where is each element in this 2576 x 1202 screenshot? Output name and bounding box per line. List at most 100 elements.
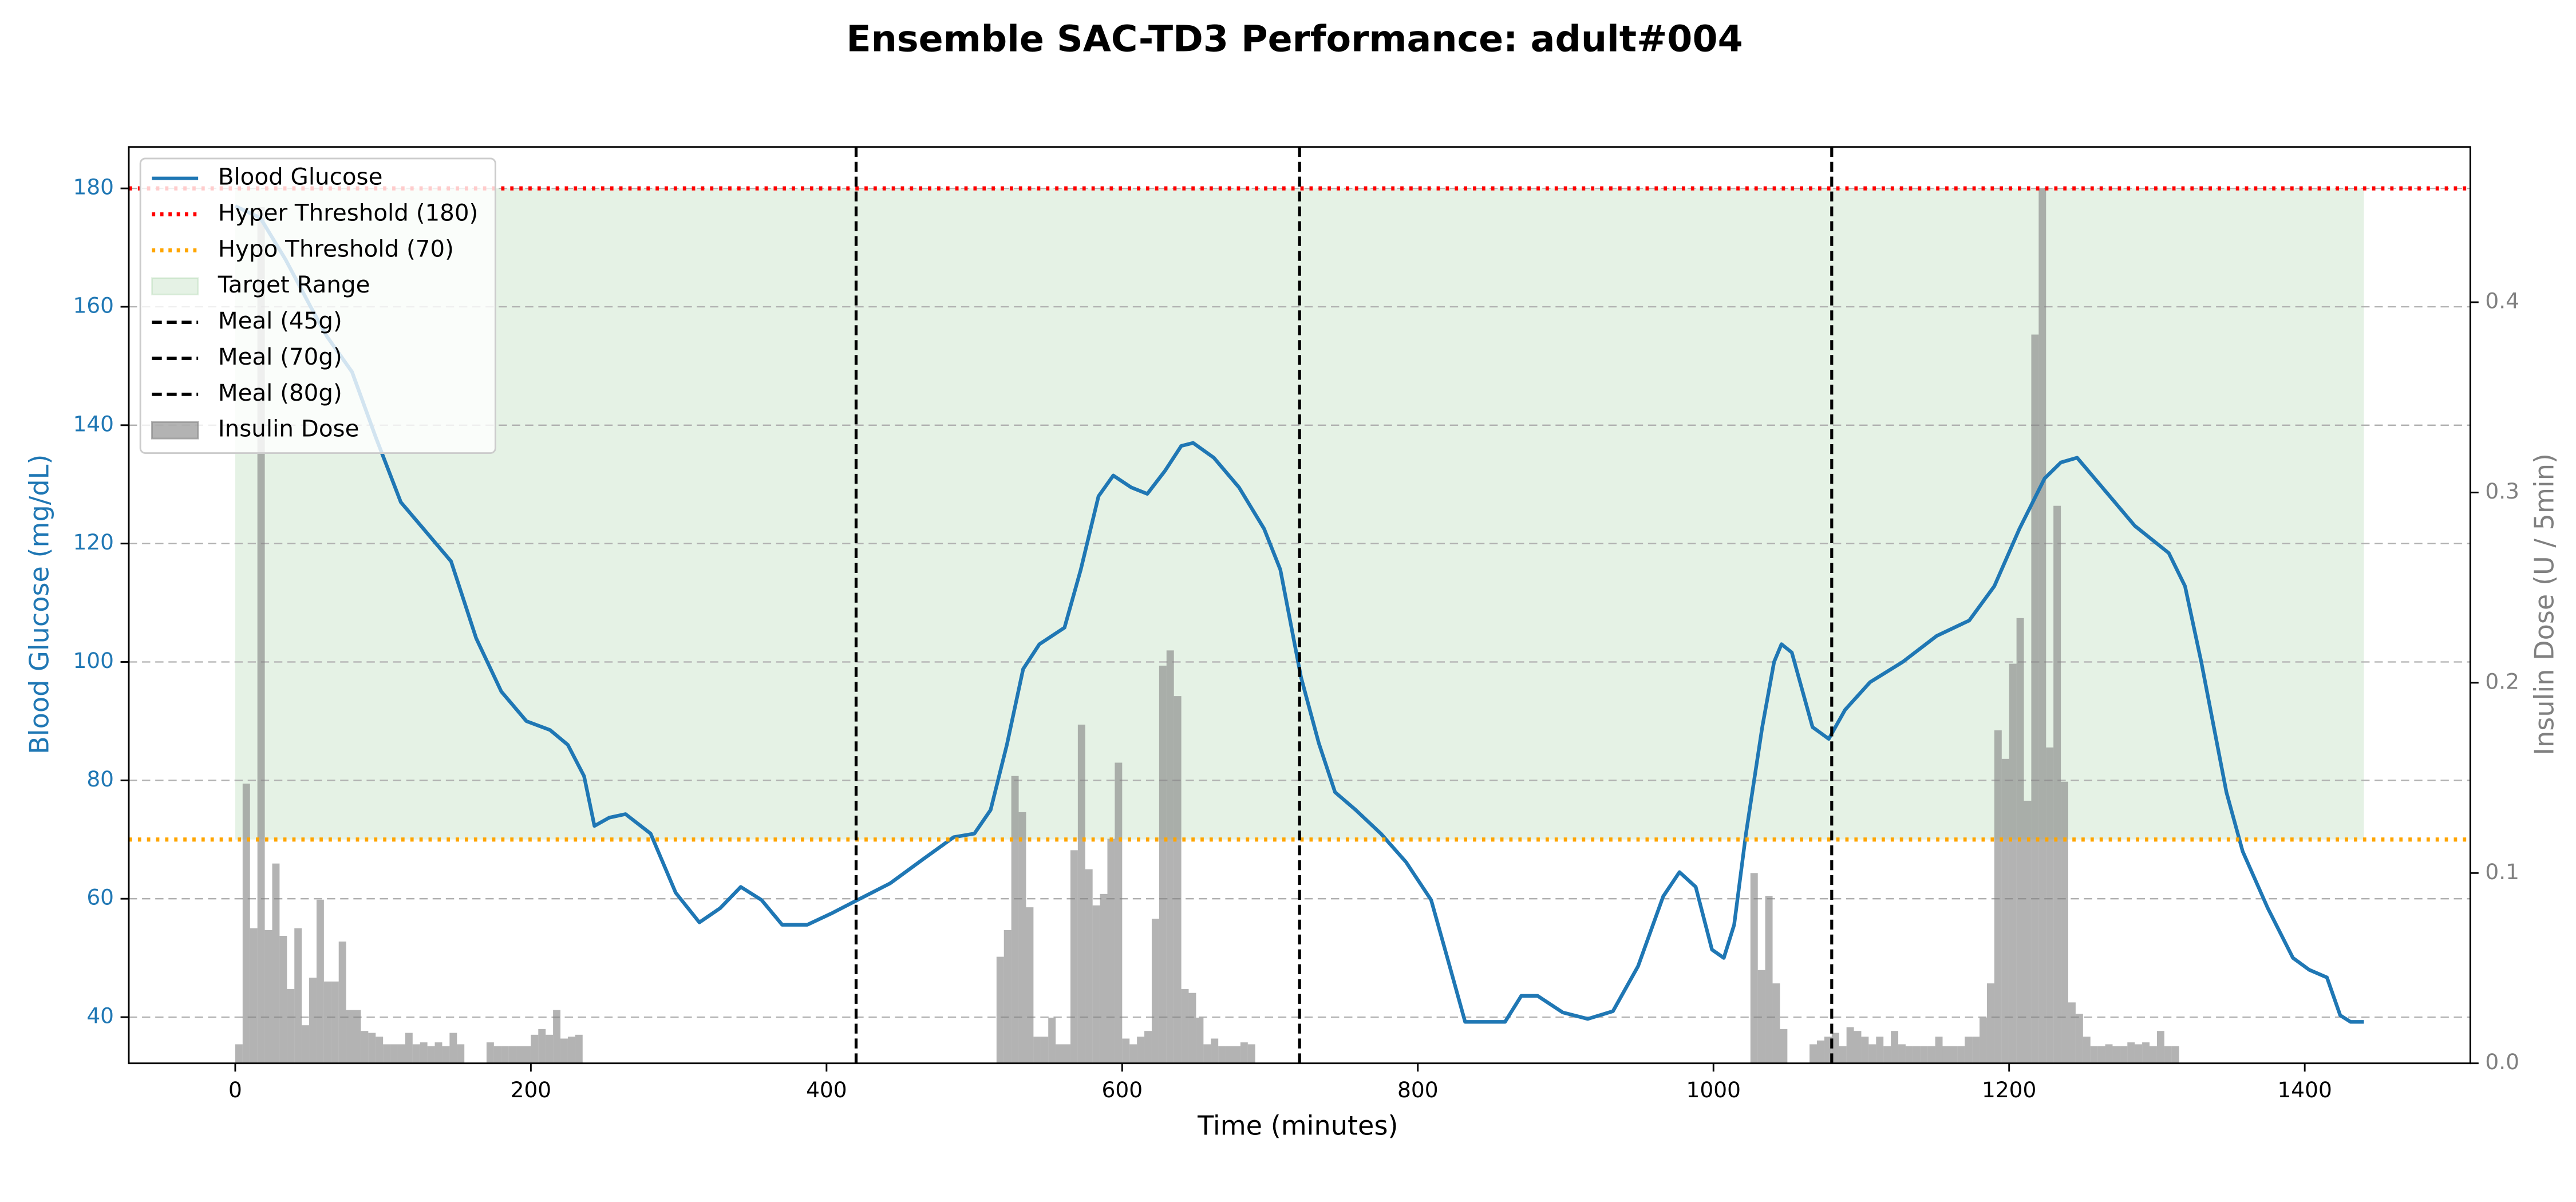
x-tick-label: 600 bbox=[1102, 1077, 1143, 1102]
insulin-bar bbox=[1033, 1037, 1041, 1063]
y2-tick-label: 0.0 bbox=[2485, 1049, 2519, 1074]
insulin-bar bbox=[2053, 505, 2061, 1063]
chart-title: Ensemble SAC-TD3 Performance: adult#004 bbox=[846, 18, 1743, 60]
x-tick-label: 1200 bbox=[1982, 1077, 2036, 1102]
insulin-bar bbox=[309, 978, 317, 1063]
insulin-bar bbox=[1817, 1040, 1824, 1063]
insulin-bar bbox=[1942, 1046, 1950, 1063]
insulin-bar bbox=[235, 1044, 243, 1063]
legend: Blood Glucose Hyper Threshold (180) Hypo T… bbox=[139, 157, 496, 454]
insulin-bar bbox=[1846, 1027, 1854, 1063]
insulin-bar bbox=[546, 1034, 554, 1063]
insulin-bar bbox=[501, 1046, 509, 1063]
y2-tick-label: 0.3 bbox=[2485, 479, 2519, 504]
insulin-bar bbox=[1166, 650, 1174, 1063]
insulin-bar bbox=[567, 1037, 575, 1063]
insulin-bar bbox=[1854, 1031, 1862, 1063]
insulin-bar bbox=[353, 1010, 361, 1063]
insulin-bar bbox=[434, 1042, 442, 1063]
insulin-bar bbox=[1824, 1037, 1832, 1063]
glucose-line bbox=[234, 204, 2364, 1024]
legend-label: Blood Glucose bbox=[218, 164, 383, 191]
y2-tick-label: 0.2 bbox=[2485, 669, 2519, 694]
insulin-bar bbox=[383, 1044, 391, 1063]
insulin-bar bbox=[1232, 1046, 1240, 1063]
legend-label: Meal (80g) bbox=[218, 379, 342, 406]
insulin-bar bbox=[1151, 919, 1159, 1063]
insulin-bar bbox=[538, 1029, 546, 1063]
insulin-bar bbox=[272, 863, 280, 1063]
insulin-bar bbox=[1913, 1046, 1921, 1063]
insulin-bar bbox=[1018, 812, 1026, 1063]
insulin-bar bbox=[508, 1046, 516, 1063]
insulin-bar bbox=[1247, 1044, 1255, 1063]
insulin-bar bbox=[2105, 1044, 2113, 1063]
insulin-bar bbox=[1129, 1044, 1137, 1063]
insulin-bar bbox=[338, 941, 346, 1063]
y-tick-label: 100 bbox=[73, 648, 114, 673]
insulin-bar bbox=[1891, 1031, 1899, 1063]
insulin-bar bbox=[2120, 1046, 2128, 1063]
x-tick-label: 200 bbox=[511, 1077, 552, 1102]
insulin-bar bbox=[2097, 1046, 2105, 1063]
insulin-bar bbox=[1772, 983, 1780, 1063]
insulin-bar bbox=[1011, 776, 1019, 1063]
insulin-bar bbox=[1003, 930, 1012, 1063]
insulin-bar bbox=[390, 1044, 398, 1063]
legend-swatch bbox=[151, 421, 199, 440]
insulin-bar bbox=[427, 1046, 435, 1063]
legend-label: Target Range bbox=[218, 271, 370, 298]
insulin-bar bbox=[1876, 1037, 1884, 1063]
insulin-bar bbox=[2090, 1046, 2098, 1063]
insulin-bar bbox=[523, 1046, 531, 1063]
insulin-bar bbox=[2075, 1014, 2083, 1063]
insulin-bar bbox=[2112, 1046, 2120, 1063]
insulin-bar bbox=[1181, 989, 1189, 1063]
insulin-bar bbox=[1950, 1046, 1958, 1063]
insulin-bar bbox=[1809, 1044, 1818, 1063]
insulin-bar bbox=[486, 1042, 494, 1063]
insulin-bar bbox=[2171, 1046, 2179, 1063]
insulin-bar bbox=[1077, 724, 1085, 1063]
insulin-bar bbox=[420, 1042, 428, 1063]
insulin-bar bbox=[2068, 1002, 2076, 1063]
insulin-bar bbox=[1883, 1046, 1891, 1063]
y-tick-label: 160 bbox=[73, 292, 114, 318]
legend-swatch bbox=[151, 277, 199, 296]
insulin-bar bbox=[493, 1046, 501, 1063]
insulin-bar bbox=[1203, 1044, 1211, 1063]
insulin-bar bbox=[1780, 1029, 1788, 1063]
insulin-bar bbox=[2046, 747, 2054, 1063]
insulin-bar bbox=[1085, 869, 1093, 1063]
insulin-bar bbox=[1070, 850, 1078, 1063]
insulin-bar bbox=[1765, 896, 1773, 1063]
insulin-bar bbox=[302, 1025, 310, 1063]
insulin-bar bbox=[1994, 730, 2002, 1063]
insulin-bar bbox=[1957, 1046, 1965, 1063]
insulin-bar bbox=[1831, 1033, 1839, 1063]
axes: 0 200 400 600 800 1000 1200 1400 40 60 80 100 120 140… bbox=[73, 175, 2519, 1103]
insulin-bar bbox=[1839, 1046, 1847, 1063]
insulin-bar bbox=[1972, 1037, 1980, 1063]
x-tick-label: 1400 bbox=[2277, 1077, 2332, 1102]
insulin-bar bbox=[346, 1010, 354, 1063]
insulin-bar bbox=[442, 1046, 450, 1063]
insulin-bar bbox=[1122, 1038, 1130, 1063]
insulin-bar bbox=[1048, 1017, 1056, 1063]
insulin-bar bbox=[2038, 188, 2046, 1063]
y-tick-label: 40 bbox=[86, 1003, 114, 1029]
legend-label: Insulin Dose bbox=[218, 416, 359, 442]
y-tick-label: 180 bbox=[73, 175, 114, 200]
insulin-bar bbox=[1935, 1037, 1943, 1063]
insulin-bar bbox=[1980, 1017, 1987, 1063]
insulin-bar bbox=[264, 930, 272, 1063]
insulin-bar bbox=[1196, 1017, 1204, 1063]
insulin-bar bbox=[368, 1033, 376, 1063]
insulin-bar bbox=[1144, 1031, 1152, 1063]
insulin-bar bbox=[316, 899, 324, 1063]
insulin-bar bbox=[996, 956, 1004, 1063]
insulin-bar bbox=[1159, 665, 1167, 1063]
insulin-bar bbox=[2127, 1042, 2135, 1063]
insulin-bar bbox=[575, 1034, 583, 1063]
insulin-bar bbox=[1218, 1046, 1226, 1063]
